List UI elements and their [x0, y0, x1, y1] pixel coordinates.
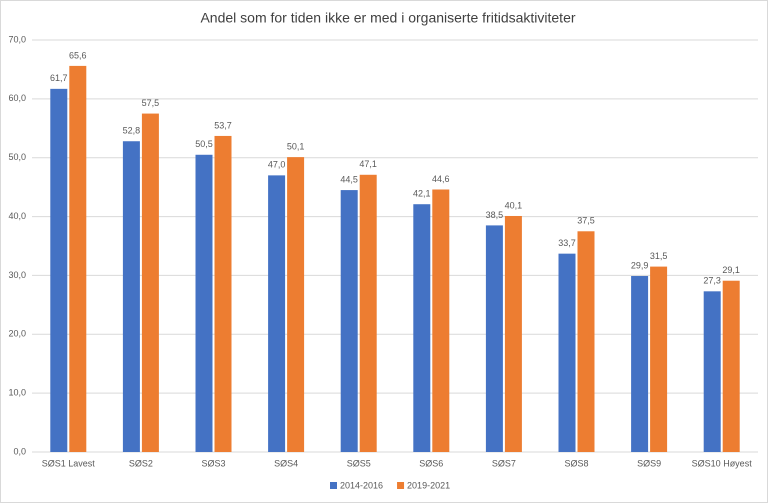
bar	[50, 88, 68, 452]
y-tick-label: 50,0	[8, 152, 26, 162]
value-label: 50,1	[287, 142, 305, 152]
y-tick-label: 30,0	[8, 270, 26, 280]
legend-swatch	[397, 482, 405, 489]
y-tick-label: 0,0	[13, 446, 26, 456]
y-tick-label: 60,0	[8, 93, 26, 103]
bar	[432, 189, 450, 453]
y-tick-label: 70,0	[8, 34, 26, 44]
value-label: 57,5	[142, 98, 160, 108]
x-tick-label: SØS6	[419, 458, 443, 468]
x-tick-label: SØS2	[129, 458, 153, 468]
value-label: 40,1	[505, 200, 523, 210]
value-label: 47,1	[359, 159, 377, 169]
y-tick-label: 20,0	[8, 329, 26, 339]
value-label: 61,7	[50, 73, 68, 83]
bar	[650, 266, 668, 452]
legend-swatch	[330, 482, 337, 489]
x-tick-label: SØS5	[347, 458, 371, 468]
bar	[359, 174, 377, 453]
value-label: 29,1	[722, 265, 740, 275]
x-tick-label: SØS4	[274, 458, 298, 468]
value-label: 65,6	[69, 50, 87, 60]
bar	[69, 65, 87, 452]
bar	[268, 175, 286, 452]
x-tick-label: SØS7	[492, 458, 516, 468]
value-label: 47,0	[268, 160, 286, 170]
value-label: 33,7	[558, 238, 576, 248]
x-tick-label: SØS9	[637, 458, 661, 468]
legend-label: 2014-2016	[340, 480, 383, 490]
bar	[703, 291, 721, 452]
bar	[504, 215, 522, 452]
bar	[340, 190, 358, 453]
value-label: 29,9	[631, 260, 649, 270]
chart-title: Andel som for tiden ikke er med i organi…	[200, 10, 575, 26]
value-label: 37,5	[577, 216, 595, 226]
value-label: 42,1	[413, 189, 431, 199]
bar	[413, 204, 431, 452]
bar	[287, 157, 305, 452]
x-tick-label: SØS10 Høyest	[692, 458, 753, 468]
bar	[141, 113, 159, 453]
bar	[722, 280, 740, 452]
bar	[631, 276, 649, 452]
value-label: 31,5	[650, 251, 668, 261]
bar	[577, 231, 595, 452]
value-label: 50,5	[195, 139, 213, 149]
value-label: 44,5	[340, 174, 358, 184]
bar	[558, 253, 576, 452]
x-tick-label: SØS8	[564, 458, 588, 468]
value-label: 52,8	[123, 126, 141, 136]
legend-label: 2019-2021	[407, 480, 450, 490]
y-tick-label: 10,0	[8, 388, 26, 398]
bar	[214, 135, 232, 453]
bar	[485, 225, 503, 452]
y-tick-label: 40,0	[8, 211, 26, 221]
value-label: 27,3	[703, 276, 721, 286]
value-label: 38,5	[486, 210, 504, 220]
value-label: 53,7	[214, 120, 232, 130]
bar	[122, 141, 140, 452]
bar	[195, 154, 213, 452]
x-tick-label: SØS1 Lavest	[42, 458, 96, 468]
value-label: 44,6	[432, 174, 450, 184]
x-tick-label: SØS3	[201, 458, 225, 468]
